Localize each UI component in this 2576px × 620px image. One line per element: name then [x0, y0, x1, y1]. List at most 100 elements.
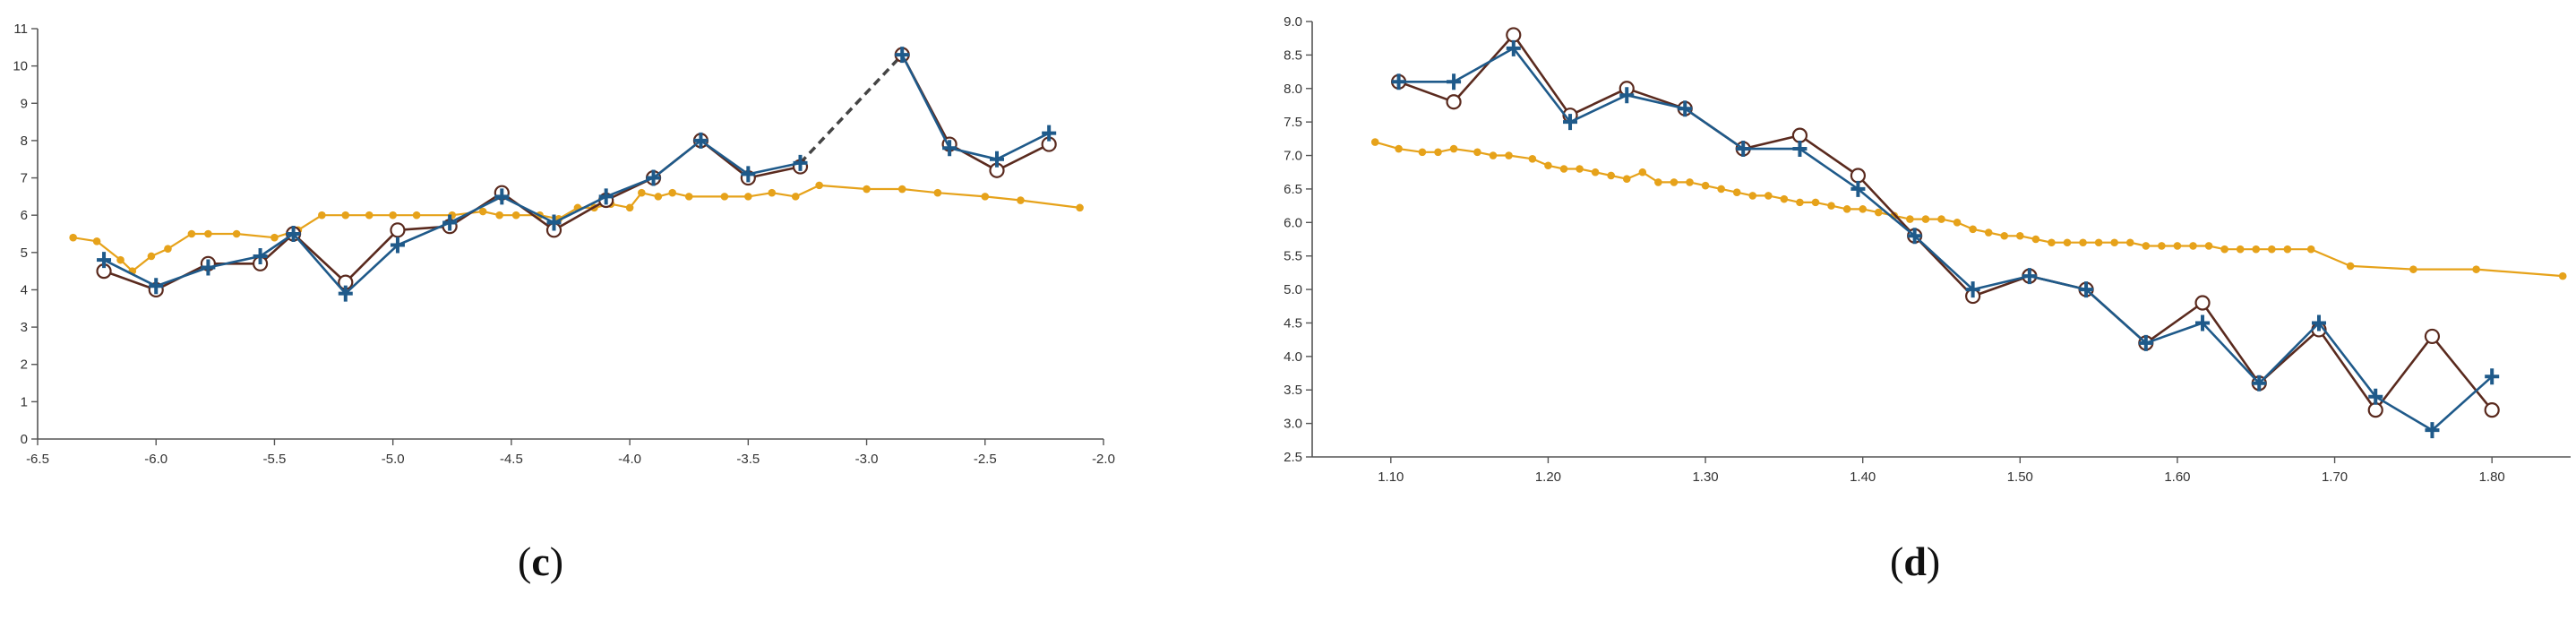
chart-c-series-dot-point: [147, 252, 156, 261]
chart-c-series-plus: [97, 47, 1057, 302]
chart-d-series-circle-point: [1506, 27, 1522, 43]
chart-c-y-tick-label: 8: [21, 133, 28, 149]
chart-c-series-dot-point: [341, 211, 350, 220]
chart-d-series-dot-point: [1842, 205, 1851, 213]
chart-c-series-dot-line: [73, 184, 1080, 272]
chart-c-series-dot-point: [69, 233, 77, 242]
chart-c-series-plus-point: [494, 188, 510, 205]
chart-d-series-dot-point: [1701, 181, 1710, 190]
chart-c-x-tick-label: -2.0: [1092, 452, 1115, 467]
chart-c-series-dot-point: [654, 193, 663, 201]
chart-d-y-tick-label: 5.0: [1284, 282, 1302, 297]
chart-d-series-dot-point: [1654, 178, 1662, 186]
chart-c-series-dot-point: [412, 211, 421, 220]
chart-d-series-dot-point: [1906, 215, 1914, 223]
chart-d-series-dot-point: [1796, 198, 1804, 207]
chart-c-series-dot-point: [897, 185, 906, 194]
chart-d-series-dot-point: [2283, 245, 2292, 254]
chart-d-y-tick-label: 9.0: [1284, 14, 1302, 30]
chart-c-series-plus-point: [741, 166, 756, 183]
panel-label-d: (d): [1890, 538, 1940, 585]
chart-c-x-tick-label: -3.5: [736, 452, 760, 467]
chart-d-series-dot-point: [2472, 265, 2480, 273]
chart-d-series-dot-point: [2346, 262, 2355, 271]
chart-c-series-dot-point: [187, 229, 196, 238]
chart-c-series-dot-point: [720, 193, 729, 201]
chart-c-x-tick-label: -5.5: [263, 452, 287, 467]
chart-c-series-dot-point: [863, 185, 871, 194]
chart-d-series-plus-line: [1398, 47, 2494, 432]
chart-c-series-dot-point: [116, 255, 125, 264]
panel-label-c: (c): [518, 538, 563, 585]
chart-c-series-plus-point: [646, 169, 661, 186]
chart-c-series-dot-point: [495, 211, 503, 220]
chart-c-series-dot-point: [933, 188, 942, 197]
chart-c-series-plus-point: [338, 285, 353, 302]
chart-d-series-dot-point: [2252, 245, 2261, 254]
chart-d-series-plus-point: [1619, 87, 1635, 104]
panel-label-c-open: (: [518, 538, 532, 584]
chart-d-y-tick-label: 2.5: [1284, 450, 1302, 465]
chart-d-series-dot-point: [2204, 242, 2213, 250]
chart-d-series-dot-point: [1717, 185, 1725, 194]
chart-d-y-tick-label: 5.5: [1284, 249, 1302, 264]
chart-c-series-dot-point: [92, 237, 101, 245]
chart-c-series-dot-point: [204, 229, 212, 238]
chart-d-x-tick-label: 1.60: [2164, 469, 2190, 485]
chart-c-x-tick-label: -4.0: [618, 452, 641, 467]
chart-d-series-plus-point: [1678, 100, 1693, 117]
chart-d-series-dot-point: [1395, 144, 1403, 153]
chart-d-y-tick-label: 4.0: [1284, 349, 1302, 365]
chart-d-y-tick-label: 3.5: [1284, 383, 1302, 398]
chart-d-series-dot-point: [1969, 225, 1977, 234]
chart-c-series-plus-line: [103, 54, 1050, 295]
panel-label-d-close: ): [1926, 538, 1941, 584]
chart-d-series-dot-point: [2268, 245, 2276, 254]
chart-c-series-plus-point: [286, 226, 301, 242]
chart-d-series-dot-point: [2306, 245, 2315, 254]
chart-d-series-dot-point: [1591, 168, 1600, 177]
chart-d-series-plus-point: [1736, 141, 1751, 158]
chart-c-x-tick-label: -6.0: [144, 452, 167, 467]
chart-d-series-dot-point: [2236, 245, 2245, 254]
chart-d-series-dot-point: [2094, 238, 2103, 247]
chart-d-series-circle: [1390, 27, 2500, 418]
chart-d-series-dot-point: [2063, 238, 2072, 247]
chart-c-series-dot-point: [684, 193, 693, 201]
chart-d-series-plus-point: [1792, 141, 1807, 158]
chart-d-series-dot-point: [1732, 188, 1741, 196]
chart-c-x-tick-label: -3.0: [855, 452, 879, 467]
chart-d: 1.10 1.20 1.30 1.40 1.50 1.60 1.70 1.80 2.5 3.0 3.…: [1284, 14, 2571, 485]
chart-d-series-plus: [1391, 39, 2500, 439]
chart-c-series-dot-point: [232, 229, 241, 238]
chart-d-y-tick-label: 3.0: [1284, 417, 1302, 432]
chart-c-y-tick-label: 2: [21, 357, 28, 373]
chart-c-series-plus-point: [693, 132, 708, 149]
chart-d-series-plus-point: [2195, 314, 2211, 332]
chart-d-series-dot-point: [1473, 148, 1481, 157]
chart-d-series-dot-point: [1748, 192, 1757, 200]
chart-c-dashed-segment: [799, 53, 904, 165]
chart-c-series-dot-point: [815, 181, 823, 190]
chart-c-series-circle-line: [103, 54, 1050, 291]
chart-d-x-tick-label: 1.20: [1535, 469, 1561, 485]
chart-c-y-tick-label: 9: [21, 96, 28, 111]
chart-d-series-plus-point: [2022, 268, 2037, 285]
chart-c-series-dot-point: [164, 245, 172, 253]
chart-c-series-dot-point: [791, 193, 800, 201]
chart-c-series-plus-point: [97, 252, 112, 269]
chart-c-x-tick-label: -2.5: [974, 452, 997, 467]
chart-d-series-circle-point: [2424, 328, 2441, 345]
chart-c-series-plus-point: [990, 151, 1004, 168]
chart-d-series-plus-point: [1506, 39, 1521, 56]
chart-d-series-dot-point: [2031, 235, 2040, 244]
chart-c-series-dot-point: [1017, 196, 1025, 204]
chart-d-series-circle-line: [1398, 33, 2494, 411]
chart-d-series-dot-point: [2409, 265, 2417, 273]
chart-d-series-plus-point: [1850, 180, 1866, 197]
chart-c-series-dot-point: [981, 193, 990, 201]
chart-c-series-dot-point: [318, 211, 326, 220]
chart-d-series-dot-point: [1765, 192, 1773, 200]
chart-c-y-tick-label: 1: [21, 394, 28, 409]
chart-c-series-plus-point: [598, 188, 614, 205]
